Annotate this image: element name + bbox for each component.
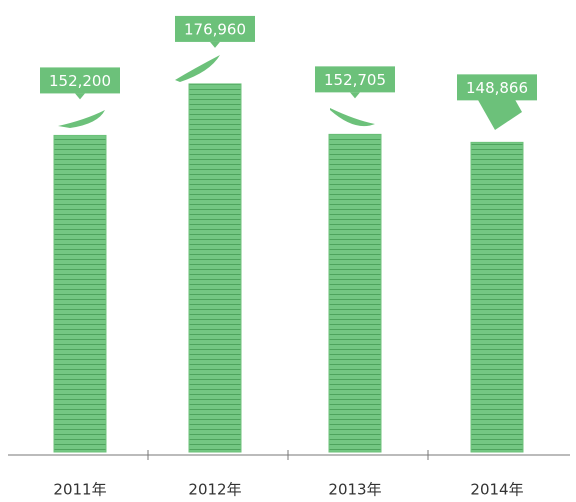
value-label-pointer <box>492 100 502 107</box>
value-label: 152,200 <box>49 72 111 90</box>
value-label-box <box>457 74 537 101</box>
value-label: 176,960 <box>184 20 246 38</box>
x-tick-label: 2012年 <box>188 481 241 499</box>
bar <box>328 133 382 453</box>
flying-bill <box>330 108 375 127</box>
value-label-box <box>315 66 395 93</box>
value-label-pointer <box>75 93 85 100</box>
flying-bill <box>58 110 105 128</box>
bar <box>188 83 242 453</box>
value-label: 152,705 <box>324 71 386 89</box>
value-label-pointer <box>350 92 360 99</box>
value-label-pointer <box>210 41 220 48</box>
value-label-box <box>40 67 120 94</box>
bar <box>470 141 524 453</box>
value-label-box <box>175 15 255 42</box>
x-tick-label: 2013年 <box>328 481 381 499</box>
value-label: 148,866 <box>466 79 528 97</box>
x-tick-label: 2011年 <box>53 481 106 499</box>
x-tick-label: 2014年 <box>470 481 523 499</box>
flying-bill <box>175 55 220 82</box>
bar <box>53 134 107 453</box>
